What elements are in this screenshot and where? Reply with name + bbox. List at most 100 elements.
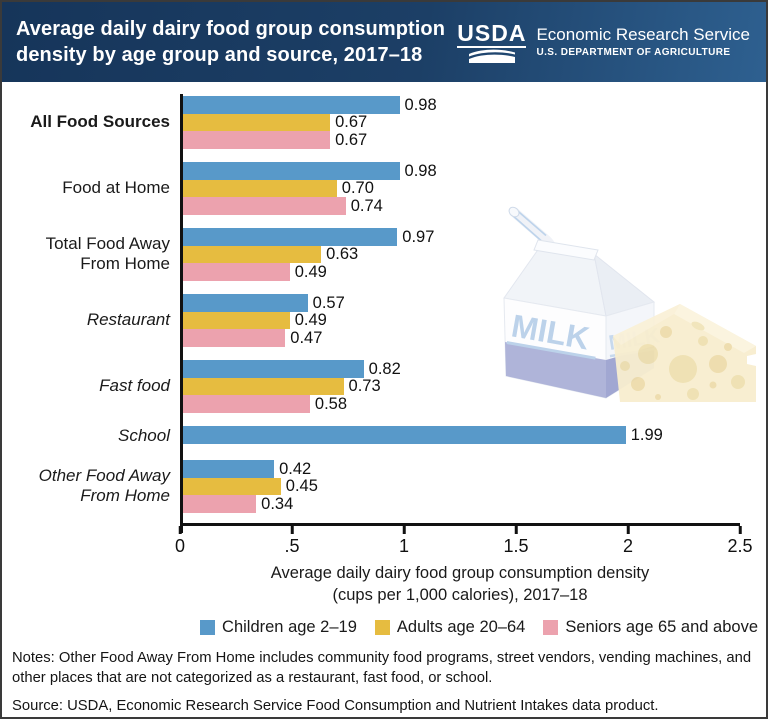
bar-children <box>180 426 626 444</box>
bar-row: 0.42 <box>180 460 740 478</box>
figure-title: Average daily dairy food group consumpti… <box>16 16 445 69</box>
category-label: Fast food <box>2 360 180 413</box>
value-label: 0.34 <box>261 494 294 513</box>
bars-1: 0.98 0.70 0.74 <box>180 162 740 215</box>
tick-mark <box>738 525 742 534</box>
value-label: 0.98 <box>404 95 437 114</box>
category-group: Food at Home 0.98 0.70 0.74 <box>2 162 740 215</box>
bars-0: 0.98 0.67 0.67 <box>180 96 740 149</box>
value-label: 0.97 <box>402 227 435 246</box>
tick-label: 2 <box>622 535 634 556</box>
value-label: 0.82 <box>368 359 401 378</box>
value-label: 0.70 <box>341 179 374 197</box>
category-label-line: Food at Home <box>62 177 170 197</box>
bar-row: 0.98 <box>180 96 740 114</box>
category-group: Total Food Away From Home 0.97 0.63 0.49 <box>2 228 740 281</box>
bar-adults <box>180 311 290 329</box>
bar-row: 0.67 <box>180 113 740 131</box>
value-label: 0.73 <box>348 377 381 395</box>
bar-children <box>180 162 400 180</box>
value-label: 1.99 <box>630 425 663 444</box>
x-axis-line <box>180 522 740 526</box>
value-label: 0.74 <box>350 196 383 215</box>
value-label: 0.57 <box>312 293 345 312</box>
category-group: Other Food Away From Home 0.42 0.45 0.34 <box>2 460 740 513</box>
tick-mark <box>626 525 630 534</box>
plot-area: All Food Sources 0.98 0.67 0.67 Food at Home… <box>2 94 766 534</box>
figure-title-line2: density by age group and source, 2017–18 <box>16 44 423 66</box>
bar-row: 0.58 <box>180 395 740 413</box>
bars-2: 0.97 0.63 0.49 <box>180 228 740 281</box>
tick-label: .5 <box>284 535 300 556</box>
legend-item-adults: Adults age 20–64 <box>374 618 526 637</box>
legend-swatch-icon <box>374 620 390 636</box>
milk-and-cheese-illustration: MILK MILK <box>503 206 756 402</box>
tick-mark <box>402 525 406 534</box>
category-label-line: All Food Sources <box>30 111 170 131</box>
x-axis-title-line2: (cups per 1,000 calories), 2017–18 <box>332 586 588 604</box>
category-label-line: Fast food <box>99 375 170 395</box>
category-label: Food at Home <box>2 162 180 215</box>
bar-children <box>180 228 398 246</box>
usda-logo: USDA <box>457 19 527 63</box>
bar-seniors <box>180 329 286 347</box>
bar-seniors <box>180 495 257 513</box>
category-label-line: From Home <box>80 254 170 274</box>
category-group: Restaurant 0.57 0.49 0.47 <box>2 294 740 347</box>
bars-4: 0.82 0.73 0.58 <box>180 360 740 413</box>
usda-ers-logo: USDA Economic Research Service U.S. DEPA… <box>457 19 750 63</box>
bar-children <box>180 460 275 478</box>
x-axis-title-line1: Average daily dairy food group consumpti… <box>270 563 650 582</box>
tick-mark <box>514 525 518 534</box>
value-label: 0.67 <box>335 130 368 149</box>
category-group: All Food Sources 0.98 0.67 0.67 <box>2 96 740 149</box>
legend-label: Adults age 20–64 <box>396 618 526 637</box>
footer: Notes: Other Food Away From Home include… <box>2 637 766 716</box>
tick-mark <box>178 525 182 534</box>
category-label: All Food Sources <box>2 96 180 149</box>
bar-seniors <box>180 395 310 413</box>
bar-seniors <box>180 197 346 215</box>
usda-swoosh-icon <box>468 49 515 63</box>
x-ticks <box>178 525 742 534</box>
bar-adults <box>180 113 331 131</box>
cheese-wedge-icon <box>613 304 756 402</box>
bar-row: 0.98 <box>180 162 740 180</box>
legend-label: Seniors age 65 and above <box>565 618 758 637</box>
bar-row: 0.47 <box>180 329 740 347</box>
tick-label: 1.5 <box>503 535 529 556</box>
bar-row: 0.73 <box>180 377 740 395</box>
value-label: 0.45 <box>285 477 318 496</box>
bars-5: 1.99 <box>180 426 740 447</box>
category-group: Fast food 0.82 0.73 0.58 <box>2 360 740 413</box>
header-banner: Average daily dairy food group consumpti… <box>2 2 766 82</box>
bar-row: 0.67 <box>180 131 740 149</box>
bar-row: 0.57 <box>180 294 740 312</box>
bar-seniors <box>180 131 331 149</box>
value-label: 0.63 <box>326 245 359 263</box>
department-name: U.S. DEPARTMENT OF AGRICULTURE <box>536 47 731 59</box>
bars-6: 0.42 0.45 0.34 <box>180 460 740 513</box>
source-text: Source: USDA, Economic Research Service … <box>12 698 659 715</box>
figure-title-line1: Average daily dairy food group consumpti… <box>16 17 446 40</box>
category-group: School 1.99 <box>2 426 740 447</box>
y-axis-line <box>180 94 183 533</box>
category-label-line: School <box>118 426 170 445</box>
category-label: Other Food Away From Home <box>2 460 180 513</box>
bars-3: 0.57 0.49 0.47 <box>180 294 740 347</box>
legend-item-children: Children age 2–19 <box>200 618 357 637</box>
bar-row: 0.49 <box>180 311 740 329</box>
bar-row: 0.82 <box>180 360 740 378</box>
value-label: 0.58 <box>314 394 348 413</box>
bar-chart: MILK MILK <box>2 82 766 637</box>
x-axis-title: Average daily dairy food group consumpti… <box>180 562 740 607</box>
category-label-line: Restaurant <box>86 309 170 329</box>
bar-children <box>180 96 400 114</box>
tick-mark <box>290 525 294 534</box>
category-label: Total Food Away From Home <box>2 228 180 281</box>
usda-wordmark: USDA <box>457 19 527 48</box>
bar-adults <box>180 245 322 263</box>
legend-item-seniors: Seniors age 65 and above <box>543 618 758 637</box>
bar-children <box>180 294 308 312</box>
